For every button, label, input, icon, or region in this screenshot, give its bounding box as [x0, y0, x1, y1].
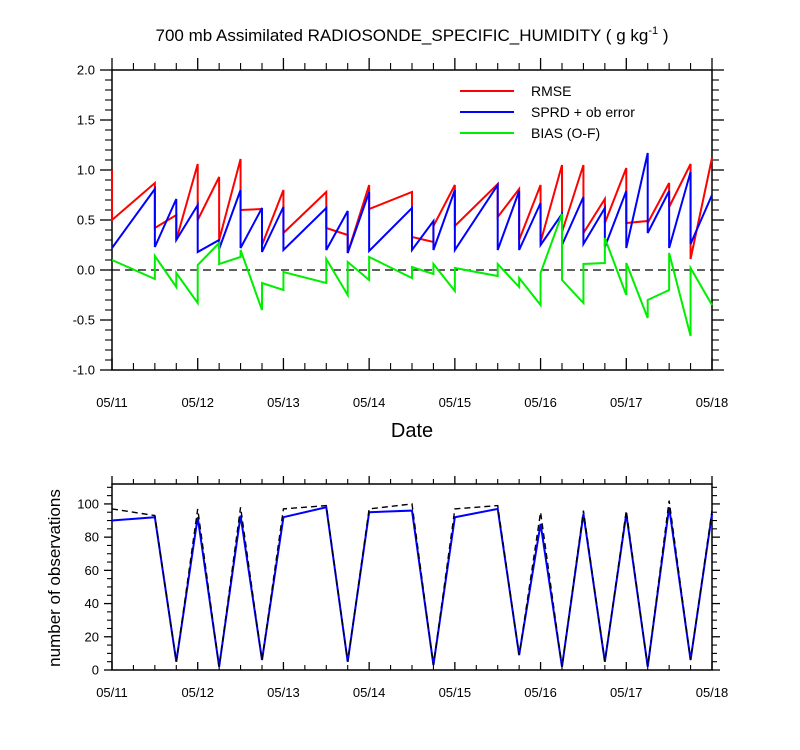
- y-tick-label: -1.0: [73, 363, 95, 378]
- y-tick-label: 20: [85, 629, 99, 644]
- y-tick-label: 1.5: [77, 113, 95, 128]
- y-axis-label-observations: number of observations: [45, 489, 64, 667]
- top-series-lines: [111, 152, 713, 337]
- y-tick-label: -0.5: [73, 313, 95, 328]
- x-tick-label: 05/18: [696, 685, 729, 700]
- series-line-observations-used: [111, 506, 713, 667]
- x-tick-label: 05/16: [524, 685, 557, 700]
- y-tick-label: 2.0: [77, 63, 95, 78]
- x-axis-label: Date: [391, 420, 433, 442]
- x-tick-label: 05/15: [439, 395, 472, 410]
- y-tick-label: 0: [92, 663, 99, 678]
- legend-label: BIAS (O-F): [531, 125, 600, 141]
- chart-title: 700 mb Assimilated RADIOSONDE_SPECIFIC_H…: [156, 25, 669, 45]
- x-tick-label: 05/18: [696, 395, 729, 410]
- x-tick-label: 05/12: [181, 395, 214, 410]
- top-axis-ticks: 05/11 05/12 05/13 05/14 05/15 05/16 05/17 05/18…: [73, 58, 729, 410]
- x-tick-label: 05/13: [267, 685, 300, 700]
- x-tick-label: 05/16: [524, 395, 557, 410]
- y-tick-label: 0.0: [77, 263, 95, 278]
- y-tick-label: 100: [77, 496, 99, 511]
- bottom-axis-ticks: 05/11 05/12 05/13 05/14 05/15 05/16 05/17 05/18…: [77, 476, 728, 700]
- y-tick-label: 40: [85, 596, 99, 611]
- y-tick-label: 80: [85, 530, 99, 545]
- legend-label: SPRD + ob error: [531, 104, 635, 120]
- legend-label: RMSE: [531, 83, 571, 99]
- y-tick-label: 0.5: [77, 213, 95, 228]
- legend: RMSE SPRD + ob error BIAS (O-F): [460, 83, 635, 141]
- y-tick-label: 1.0: [77, 163, 95, 178]
- x-tick-label: 05/11: [96, 685, 128, 700]
- x-tick-label: 05/14: [353, 395, 386, 410]
- x-tick-label: 05/14: [353, 685, 386, 700]
- series-line-observations-total: [111, 500, 713, 667]
- x-tick-label: 05/12: [181, 685, 214, 700]
- series-line-bias-o-f: [111, 213, 713, 337]
- bottom-series-lines: [111, 500, 713, 667]
- y-tick-label: 60: [85, 563, 99, 578]
- x-tick-label: 05/17: [610, 685, 643, 700]
- x-tick-label: 05/13: [267, 395, 300, 410]
- x-tick-label: 05/17: [610, 395, 643, 410]
- x-tick-label: 05/15: [439, 685, 472, 700]
- x-tick-label: 05/11: [96, 395, 128, 410]
